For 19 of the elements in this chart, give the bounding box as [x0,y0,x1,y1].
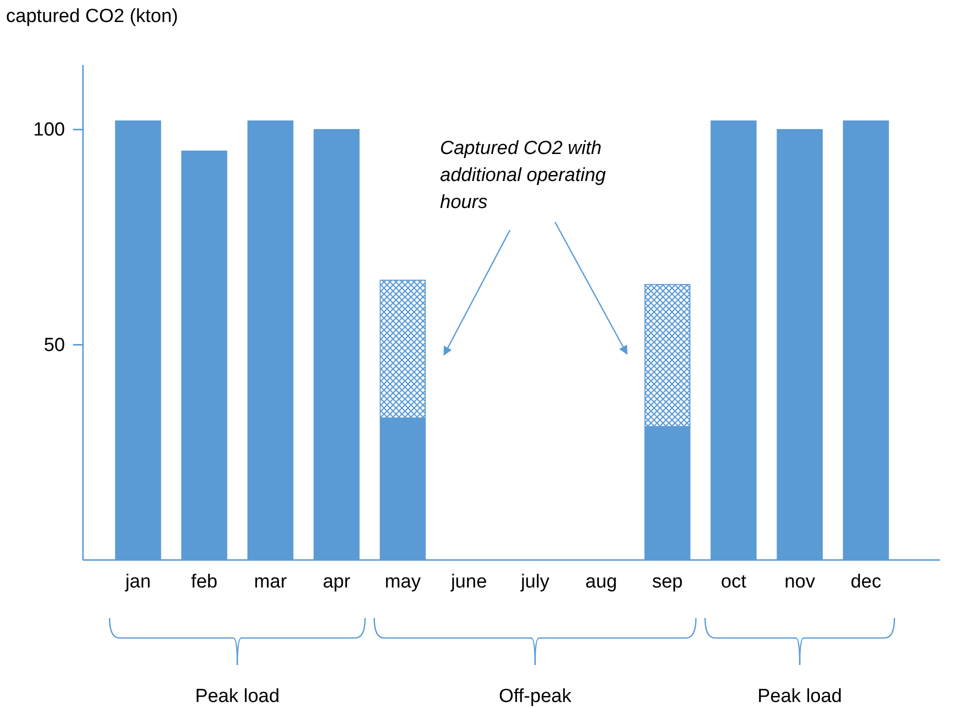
x-tick-label: may [384,571,422,592]
annotation: Captured CO2 with additional operating hours [440,138,606,213]
text: Off-peak [498,686,572,707]
x-tick-label: june [450,571,487,592]
x-tick-label: apr [322,571,351,592]
x-tick-label: nov [784,571,816,592]
y-axis-title: captured CO2 (kton) [6,6,178,27]
x-tick-label: mar [254,571,288,592]
x-tick-label: oct [720,571,747,592]
x-tick-label: july [520,571,550,592]
x-tick-label: feb [191,571,218,592]
y-tick-label: 50 [44,334,65,356]
text: Peak load [195,686,280,707]
x-tick-label: aug [585,571,618,592]
text: Peak load [757,686,842,707]
x-tick-label: jan [124,571,151,592]
x-tick-label: dec [850,571,882,592]
y-tick-label: 100 [33,120,65,141]
x-tick-label: sep [652,571,683,592]
